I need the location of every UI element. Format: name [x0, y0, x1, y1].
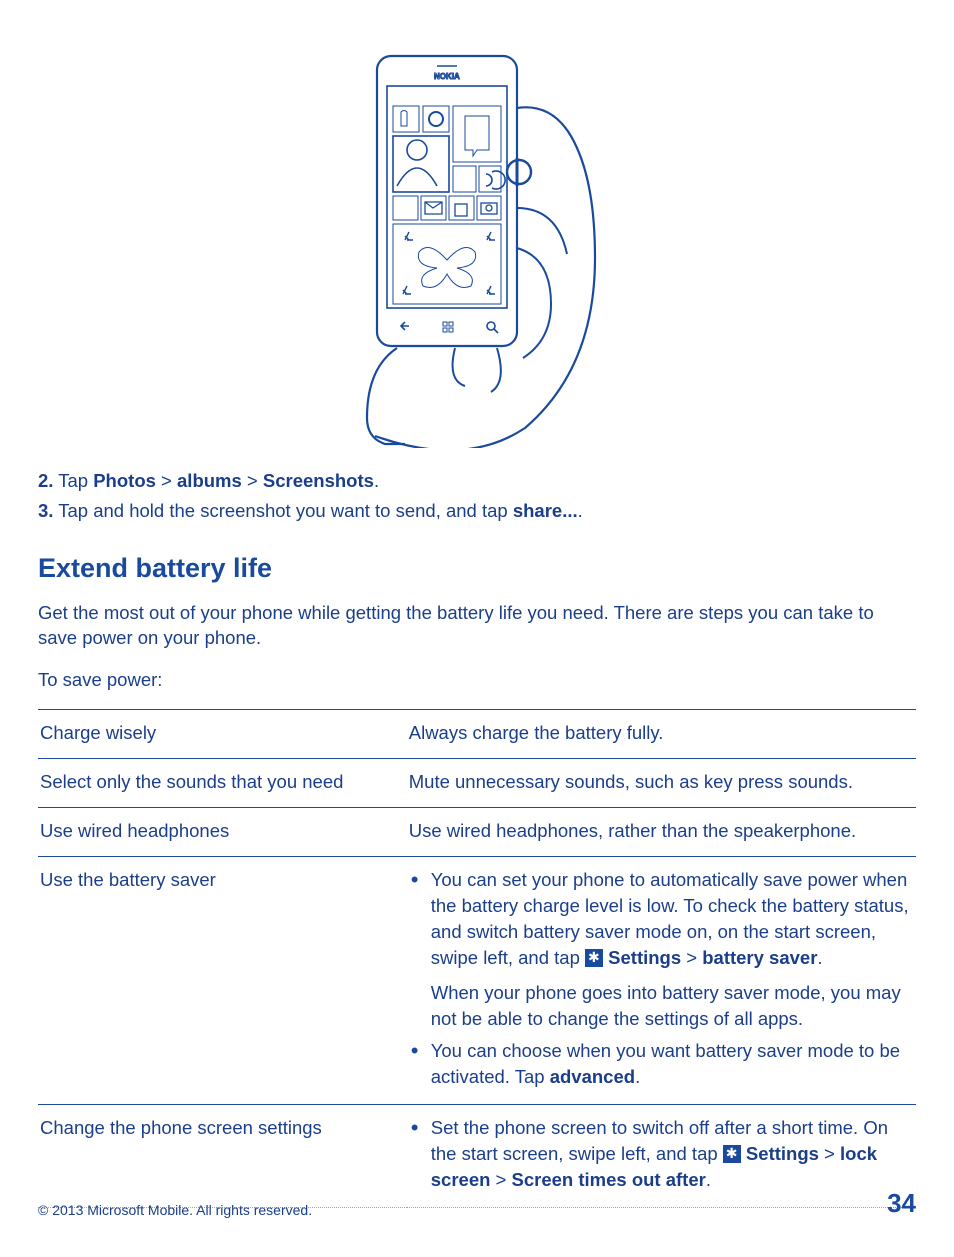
battery-tips-table: Charge wisely Always charge the battery … — [38, 709, 916, 1207]
tip-title: Use the battery saver — [38, 856, 407, 1104]
tip-title: Use wired headphones — [38, 808, 407, 857]
step-3-number: 3. — [38, 500, 53, 521]
list-item: You can set your phone to automatically … — [409, 867, 910, 971]
table-row: Use wired headphones Use wired headphone… — [38, 808, 916, 857]
tip-body: Always charge the battery fully. — [407, 710, 916, 759]
tip-title: Select only the sounds that you need — [38, 759, 407, 808]
page-footer: © 2013 Microsoft Mobile. All rights rese… — [38, 1185, 916, 1221]
intro-paragraph: Get the most out of your phone while get… — [38, 600, 916, 652]
tip-body: You can set your phone to automatically … — [407, 856, 916, 1104]
phone-hand-illustration: NOKIA — [38, 48, 916, 448]
hand-holding-phone-icon: NOKIA — [337, 48, 617, 448]
section-heading-extend-battery: Extend battery life — [38, 550, 916, 588]
step-3: 3. Tap and hold the screenshot you want … — [38, 498, 916, 524]
table-row: Use the battery saver You can set your p… — [38, 856, 916, 1104]
step-2: 2. Tap Photos > albums > Screenshots. — [38, 468, 916, 494]
table-row: Charge wisely Always charge the battery … — [38, 710, 916, 759]
svg-text:NOKIA: NOKIA — [434, 72, 460, 81]
tip-title: Charge wisely — [38, 710, 407, 759]
page-number: 34 — [887, 1185, 916, 1221]
list-item: You can choose when you want battery sav… — [409, 1038, 910, 1090]
settings-icon — [585, 949, 603, 967]
copyright-text: © 2013 Microsoft Mobile. All rights rese… — [38, 1201, 312, 1221]
tip-body: Mute unnecessary sounds, such as key pre… — [407, 759, 916, 808]
tip-body: Use wired headphones, rather than the sp… — [407, 808, 916, 857]
table-row: Select only the sounds that you need Mut… — [38, 759, 916, 808]
list-item: Set the phone screen to switch off after… — [409, 1115, 910, 1193]
battery-saver-note: When your phone goes into battery saver … — [431, 980, 910, 1032]
settings-icon — [723, 1145, 741, 1163]
lead-paragraph: To save power: — [38, 667, 916, 693]
step-2-number: 2. — [38, 470, 53, 491]
